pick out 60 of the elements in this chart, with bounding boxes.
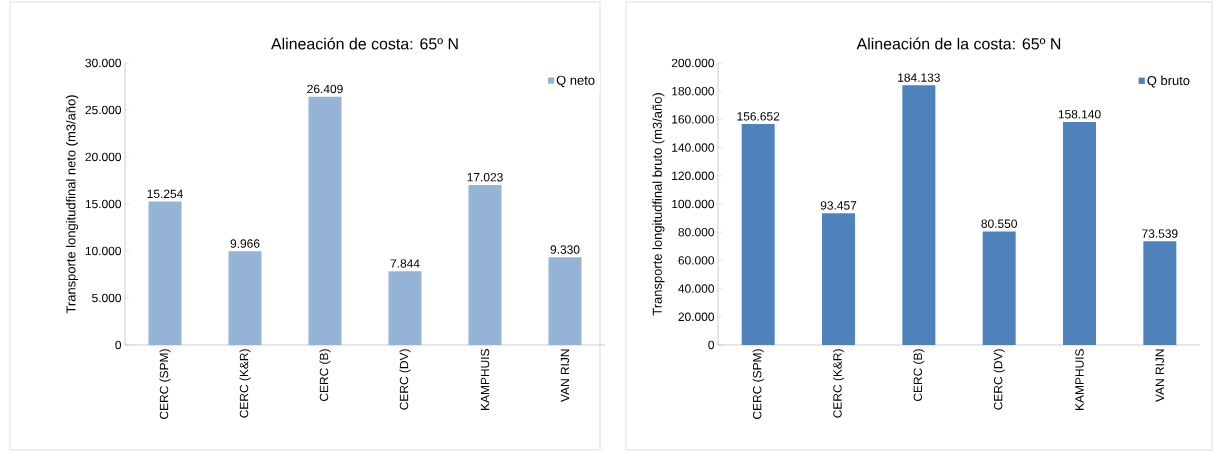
- bar: [468, 184, 502, 345]
- y-tick-label: 10.000: [85, 246, 122, 256]
- bar: [741, 124, 775, 345]
- y-tick-label: 5.000: [92, 293, 122, 303]
- x-tick-label: CERC (B): [319, 349, 331, 402]
- legend-label: Q bruto: [1147, 75, 1190, 88]
- y-axis-title: Transporte longitudfinal neto (m3/año): [66, 95, 79, 314]
- bar: [228, 251, 262, 345]
- x-tick-label: KAMPHUIS: [480, 349, 490, 410]
- x-tick-label: CERC (DV): [399, 349, 411, 410]
- data-label: 156.652: [737, 112, 780, 121]
- bar: [388, 271, 422, 345]
- data-label: 17.023: [467, 172, 503, 182]
- y-tick-label: 200.000: [671, 58, 715, 68]
- data-label: 184.133: [898, 73, 940, 82]
- x-tick-label: CERC (SPM): [159, 349, 171, 419]
- y-tick-label: 30.000: [85, 58, 122, 68]
- y-tick-label: 180.000: [672, 86, 715, 96]
- x-tick-label: VAN RIJN: [560, 349, 570, 403]
- y-tick-label: 25.000: [85, 105, 122, 115]
- data-label: 9.330: [550, 245, 580, 254]
- x-tick-label: CERC (K&R): [832, 349, 845, 418]
- y-tick-label: 20.000: [85, 152, 122, 162]
- data-label: 26.409: [307, 84, 343, 94]
- y-tick-label: 0: [115, 340, 122, 350]
- x-tick-label: KAMPHUIS: [1075, 349, 1084, 410]
- x-tick-label: CERC (B): [913, 349, 925, 402]
- legend-label: Q neto: [556, 75, 595, 88]
- bar: [308, 96, 342, 345]
- data-label: 7.844: [390, 259, 420, 268]
- y-tick-label: 100.000: [672, 199, 715, 209]
- y-tick-label: 15.000: [85, 199, 122, 209]
- y-axis-title: Transporte longitudfinal bruto (m3/año): [652, 93, 665, 316]
- bar: [822, 213, 856, 345]
- bar: [548, 257, 582, 345]
- y-tick-label: 80.000: [678, 227, 715, 237]
- y-tick-label: 160.000: [672, 115, 715, 124]
- data-label: 93.457: [820, 201, 857, 210]
- x-tick-label: CERC (SPM): [752, 349, 764, 419]
- data-label: 9.966: [230, 239, 260, 248]
- chart-title: Alineación de costa: 65º N: [271, 37, 458, 50]
- y-tick-label: 120.000: [672, 171, 715, 181]
- data-label: 80.550: [981, 219, 1017, 228]
- bar: [148, 201, 182, 345]
- x-tick-label: CERC (K&R): [239, 349, 251, 418]
- y-tick-label: 140.000: [672, 143, 715, 152]
- bar: [1063, 122, 1097, 345]
- x-tick-label: CERC (DV): [993, 349, 1005, 410]
- y-tick-label: 20.000: [678, 312, 715, 322]
- y-tick-label: 0: [708, 340, 715, 350]
- data-label: 158.140: [1058, 110, 1101, 119]
- data-label: 73.539: [1142, 229, 1178, 238]
- data-label: 15.254: [147, 189, 183, 199]
- y-tick-label: 60.000: [678, 256, 715, 265]
- bar: [1143, 241, 1177, 345]
- bar: [982, 231, 1016, 345]
- y-tick-label: 40.000: [678, 284, 715, 293]
- bar: [902, 85, 936, 345]
- x-tick-label: VAN RIJN: [1155, 349, 1164, 403]
- chart-title: Alineación de la costa: 65º N: [856, 37, 1061, 50]
